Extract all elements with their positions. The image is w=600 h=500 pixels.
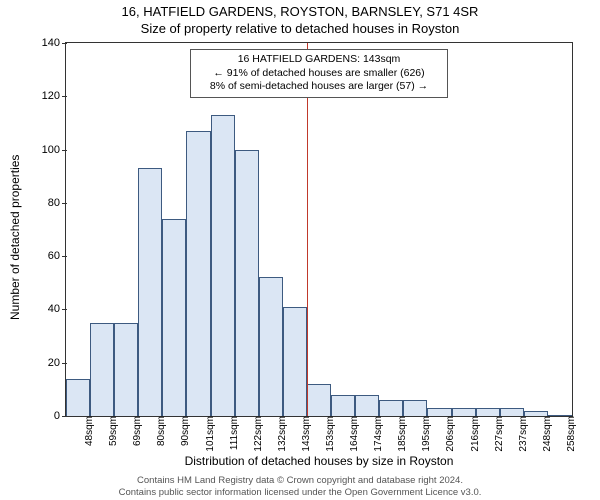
histogram-bar xyxy=(331,395,355,416)
y-axis-label: Number of detached properties xyxy=(8,154,22,319)
y-tick-label: 40 xyxy=(48,303,66,315)
histogram-bar xyxy=(66,379,90,416)
histogram-bar xyxy=(235,150,259,416)
annotation-line: 8% of semi-detached houses are larger (5… xyxy=(197,80,441,94)
histogram-bar xyxy=(283,307,307,416)
histogram-bar xyxy=(138,168,162,416)
x-tick-label: 227sqm xyxy=(492,416,505,452)
histogram-bar xyxy=(90,323,114,416)
x-axis-label: Distribution of detached houses by size … xyxy=(65,454,573,468)
annotation-line: 16 HATFIELD GARDENS: 143sqm xyxy=(197,53,441,67)
x-tick-label: 153sqm xyxy=(323,416,336,452)
property-marker-line xyxy=(307,43,308,416)
histogram-bar xyxy=(355,395,379,416)
histogram-bar xyxy=(114,323,138,416)
x-tick-label: 69sqm xyxy=(130,416,143,446)
x-tick-label: 90sqm xyxy=(178,416,191,446)
histogram-bar xyxy=(403,400,427,416)
y-tick-label: 140 xyxy=(42,37,66,49)
footer-line2: Contains public sector information licen… xyxy=(0,487,600,498)
y-tick-label: 20 xyxy=(48,357,66,369)
x-tick-label: 80sqm xyxy=(154,416,167,446)
plot-area: 02040608010012014048sqm59sqm69sqm80sqm90… xyxy=(65,42,573,417)
x-tick-label: 59sqm xyxy=(106,416,119,446)
x-tick-label: 164sqm xyxy=(347,416,360,452)
x-tick-label: 258sqm xyxy=(564,416,577,452)
x-tick-label: 216sqm xyxy=(468,416,481,452)
chart-container: 16, HATFIELD GARDENS, ROYSTON, BARNSLEY,… xyxy=(0,0,600,500)
y-tick-label: 120 xyxy=(42,90,66,102)
chart-footer: Contains HM Land Registry data © Crown c… xyxy=(0,475,600,498)
y-tick-label: 0 xyxy=(54,410,66,422)
x-tick-label: 237sqm xyxy=(516,416,529,452)
y-tick-label: 100 xyxy=(42,144,66,156)
x-tick-label: 48sqm xyxy=(82,416,95,446)
x-tick-label: 195sqm xyxy=(419,416,432,452)
histogram-bar xyxy=(307,384,331,416)
histogram-bar xyxy=(500,408,524,416)
x-tick-label: 248sqm xyxy=(540,416,553,452)
x-tick-label: 101sqm xyxy=(203,416,216,452)
chart-title-line2: Size of property relative to detached ho… xyxy=(0,21,600,40)
histogram-bar xyxy=(211,115,235,416)
footer-line1: Contains HM Land Registry data © Crown c… xyxy=(0,475,600,486)
x-tick-label: 206sqm xyxy=(443,416,456,452)
x-tick-label: 185sqm xyxy=(395,416,408,452)
histogram-bar xyxy=(427,408,451,416)
x-tick-label: 143sqm xyxy=(299,416,312,452)
chart-annotation-box: 16 HATFIELD GARDENS: 143sqm← 91% of deta… xyxy=(190,49,448,98)
histogram-bar xyxy=(259,277,283,416)
histogram-bar xyxy=(476,408,500,416)
x-tick-label: 132sqm xyxy=(275,416,288,452)
x-tick-label: 111sqm xyxy=(227,416,240,450)
histogram-bar xyxy=(379,400,403,416)
annotation-line: ← 91% of detached houses are smaller (62… xyxy=(197,67,441,81)
histogram-bar xyxy=(452,408,476,416)
x-tick-label: 122sqm xyxy=(251,416,264,452)
histogram-bar xyxy=(186,131,210,416)
y-tick-label: 60 xyxy=(48,250,66,262)
chart-title-line1: 16, HATFIELD GARDENS, ROYSTON, BARNSLEY,… xyxy=(0,0,600,21)
x-tick-label: 174sqm xyxy=(371,416,384,452)
histogram-bar xyxy=(162,219,186,416)
y-tick-label: 80 xyxy=(48,197,66,209)
